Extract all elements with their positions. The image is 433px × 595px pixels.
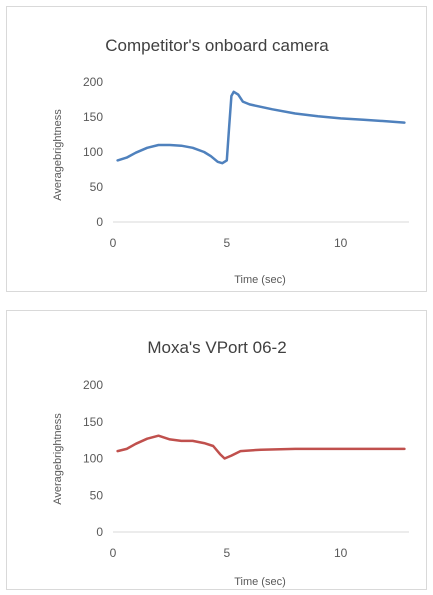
y-tick-label: 200 xyxy=(83,75,103,89)
y-tick-label: 0 xyxy=(96,215,103,229)
chart-title: Moxa's VPort 06-2 xyxy=(147,338,286,357)
x-tick-label: 0 xyxy=(110,236,117,250)
x-tick-label: 5 xyxy=(224,236,231,250)
x-axis-label: Time (sec) xyxy=(234,274,286,286)
y-tick-label: 150 xyxy=(83,110,103,124)
x-tick-label: 5 xyxy=(224,546,231,560)
y-axis-label: Averagebrightness xyxy=(52,109,64,201)
chart-competitor: Competitor's onboard camera Averagebrigh… xyxy=(52,36,409,286)
y-tick-label: 50 xyxy=(90,488,104,502)
chart-panel-competitor: Competitor's onboard camera Averagebrigh… xyxy=(6,6,427,292)
y-axis-label: Averagebrightness xyxy=(52,413,64,505)
y-tick-label: 100 xyxy=(83,452,103,466)
chart-title: Competitor's onboard camera xyxy=(105,36,329,55)
y-tick-label: 100 xyxy=(83,145,103,159)
y-tick-label: 200 xyxy=(83,378,103,392)
x-axis-label: Time (sec) xyxy=(234,576,286,588)
y-tick-label: 150 xyxy=(83,415,103,429)
x-tick-label: 10 xyxy=(334,236,348,250)
series-line xyxy=(116,434,406,460)
x-tick-label: 10 xyxy=(334,546,348,560)
x-tick-label: 0 xyxy=(110,546,117,560)
y-tick-label: 0 xyxy=(96,525,103,539)
chart-moxa: Moxa's VPort 06-2 Averagebrightness Time… xyxy=(52,338,409,588)
chart-panel-moxa: Moxa's VPort 06-2 Averagebrightness Time… xyxy=(6,310,427,590)
y-tick-label: 50 xyxy=(90,180,104,194)
series-line xyxy=(116,90,406,165)
